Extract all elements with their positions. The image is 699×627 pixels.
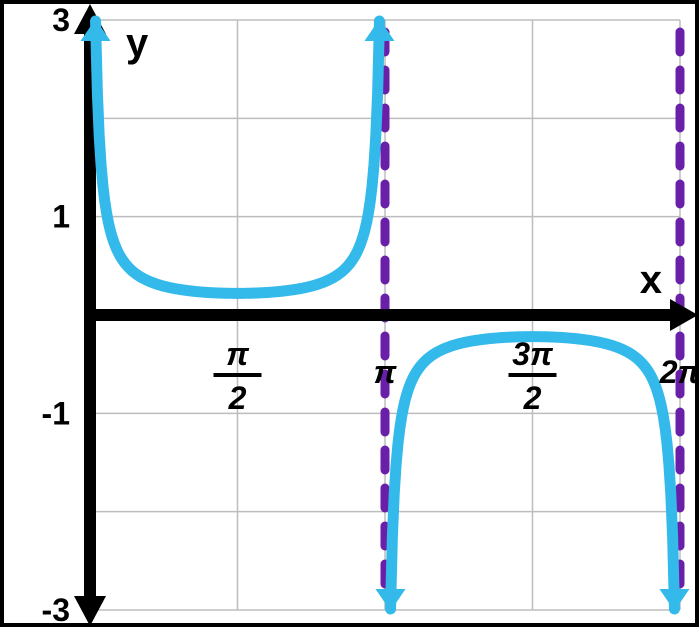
axis-labels: yx <box>126 21 662 302</box>
svg-text:1: 1 <box>52 199 70 235</box>
svg-text:2: 2 <box>523 380 542 416</box>
svg-text:-1: -1 <box>42 395 70 431</box>
y-axis-label: y <box>126 21 149 65</box>
chart: π2π3π22π -3-113 yx <box>0 0 699 627</box>
svg-text:3π: 3π <box>512 336 554 372</box>
svg-text:-3: -3 <box>42 592 70 627</box>
x-axis-label: x <box>640 258 662 302</box>
svg-text:2: 2 <box>228 380 247 416</box>
svg-text:3: 3 <box>52 2 70 38</box>
svg-text:π: π <box>374 354 398 390</box>
svg-text:2π: 2π <box>659 354 699 390</box>
svg-text:π: π <box>226 336 250 372</box>
y-ticks: -3 -1 1 3 <box>42 2 70 627</box>
